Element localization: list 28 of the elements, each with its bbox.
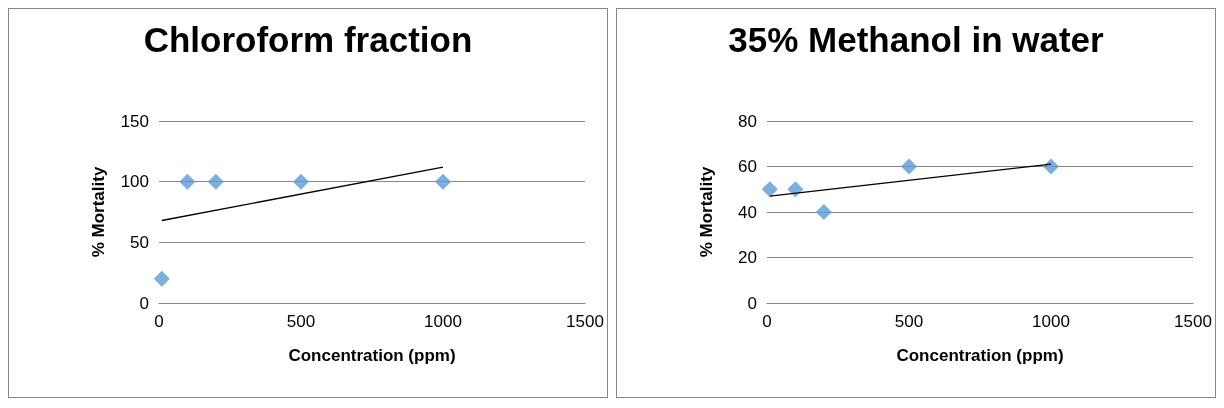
chart-title: 35% Methanol in water	[728, 20, 1105, 59]
y-axis-title: % Mortality	[697, 166, 716, 258]
point	[815, 204, 832, 220]
y-tick-label: 0	[139, 293, 149, 313]
y-tick-label: 20	[738, 248, 757, 267]
y-tick-label: 50	[130, 232, 149, 252]
y-tick-label: 80	[738, 111, 757, 131]
x-tick-label: 1000	[1032, 312, 1070, 331]
y-tick-label: 100	[120, 172, 149, 192]
y-tick-label: 0	[747, 293, 757, 313]
x-tick-label: 1000	[424, 312, 462, 331]
chart-title: Chloroform fraction	[143, 20, 473, 59]
x-tick-label: 500	[894, 312, 924, 331]
x-tick-label: 1500	[566, 312, 604, 331]
x-tick-label: 1500	[1174, 312, 1212, 331]
point	[1043, 158, 1059, 175]
point	[901, 158, 917, 175]
y-axis-title: % Mortality	[89, 166, 108, 258]
point	[761, 181, 778, 198]
y-tick-label: 60	[738, 157, 757, 176]
x-tick-label: 0	[154, 312, 164, 331]
x-axis-title: Concentration (ppm)	[288, 346, 456, 365]
x-tick-label: 0	[762, 312, 772, 331]
x-tick-label: 500	[286, 312, 316, 331]
y-tick-label: 40	[738, 202, 757, 222]
point	[787, 181, 804, 198]
y-tick-label: 150	[120, 111, 149, 131]
x-axis-title: Concentration (ppm)	[896, 346, 1064, 365]
